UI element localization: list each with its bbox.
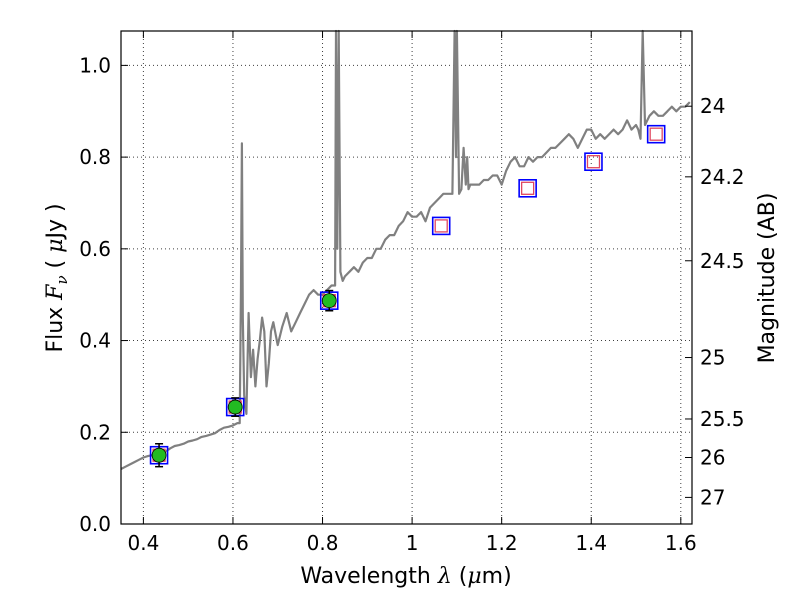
right-tick-label: 24 <box>700 94 725 118</box>
x-tick-label: 0.6 <box>217 531 249 555</box>
right-tick-label: 26 <box>700 446 725 470</box>
spectrum-line <box>120 29 691 470</box>
model-inner-marker <box>520 181 535 195</box>
x-tick-label: 1 <box>406 531 419 555</box>
model-inner-marker <box>649 127 663 141</box>
right-tick-label: 25.5 <box>700 407 745 431</box>
photometry-layer <box>149 124 666 468</box>
model-inner-marker <box>434 219 448 233</box>
plot-frame <box>120 30 693 525</box>
tick-marks <box>121 31 692 525</box>
x-tick-labels: 0.4 0.6 0.8 1 1.2 1.4 1.6 <box>127 531 696 555</box>
y-axis-label: Flux Fν ( μJy ) <box>43 203 71 352</box>
x-tick-label: 0.4 <box>127 531 159 555</box>
y-tick-label: 0.2 <box>79 420 111 444</box>
model-box-marker <box>584 152 603 172</box>
y-tick-label: 0.4 <box>79 329 111 353</box>
x-tick-label: 1.4 <box>575 531 607 555</box>
right-tick-label: 27 <box>700 485 725 509</box>
x-axis-label: Wavelength λ (μm) <box>300 564 511 589</box>
right-tick-label: 24.2 <box>700 165 745 189</box>
observed-point <box>151 447 167 463</box>
model-box-marker <box>431 216 451 236</box>
right-axis-label: Magnitude (AB) <box>755 193 780 364</box>
y-tick-label: 0.0 <box>79 512 111 536</box>
model-box-marker <box>518 179 537 198</box>
x-tick-label: 1.2 <box>486 531 518 555</box>
spectrum-layer <box>120 29 691 470</box>
y-tick-labels: 0.0 0.2 0.4 0.6 0.8 1.0 <box>79 53 111 536</box>
y-tick-label: 1.0 <box>79 53 111 77</box>
x-tick-label: 1.6 <box>665 531 697 555</box>
right-tick-label: 24.5 <box>700 249 745 273</box>
right-tick-labels: 24 24.2 24.5 25 25.5 26 27 <box>700 94 745 509</box>
x-tick-label: 0.8 <box>307 531 339 555</box>
right-tick-label: 25 <box>700 346 725 370</box>
y-tick-label: 0.6 <box>79 237 111 261</box>
model-inner-marker <box>586 155 601 169</box>
observed-point <box>227 399 243 415</box>
y-tick-label: 0.8 <box>79 145 111 169</box>
observed-point <box>321 293 337 309</box>
model-box-marker <box>646 124 666 144</box>
